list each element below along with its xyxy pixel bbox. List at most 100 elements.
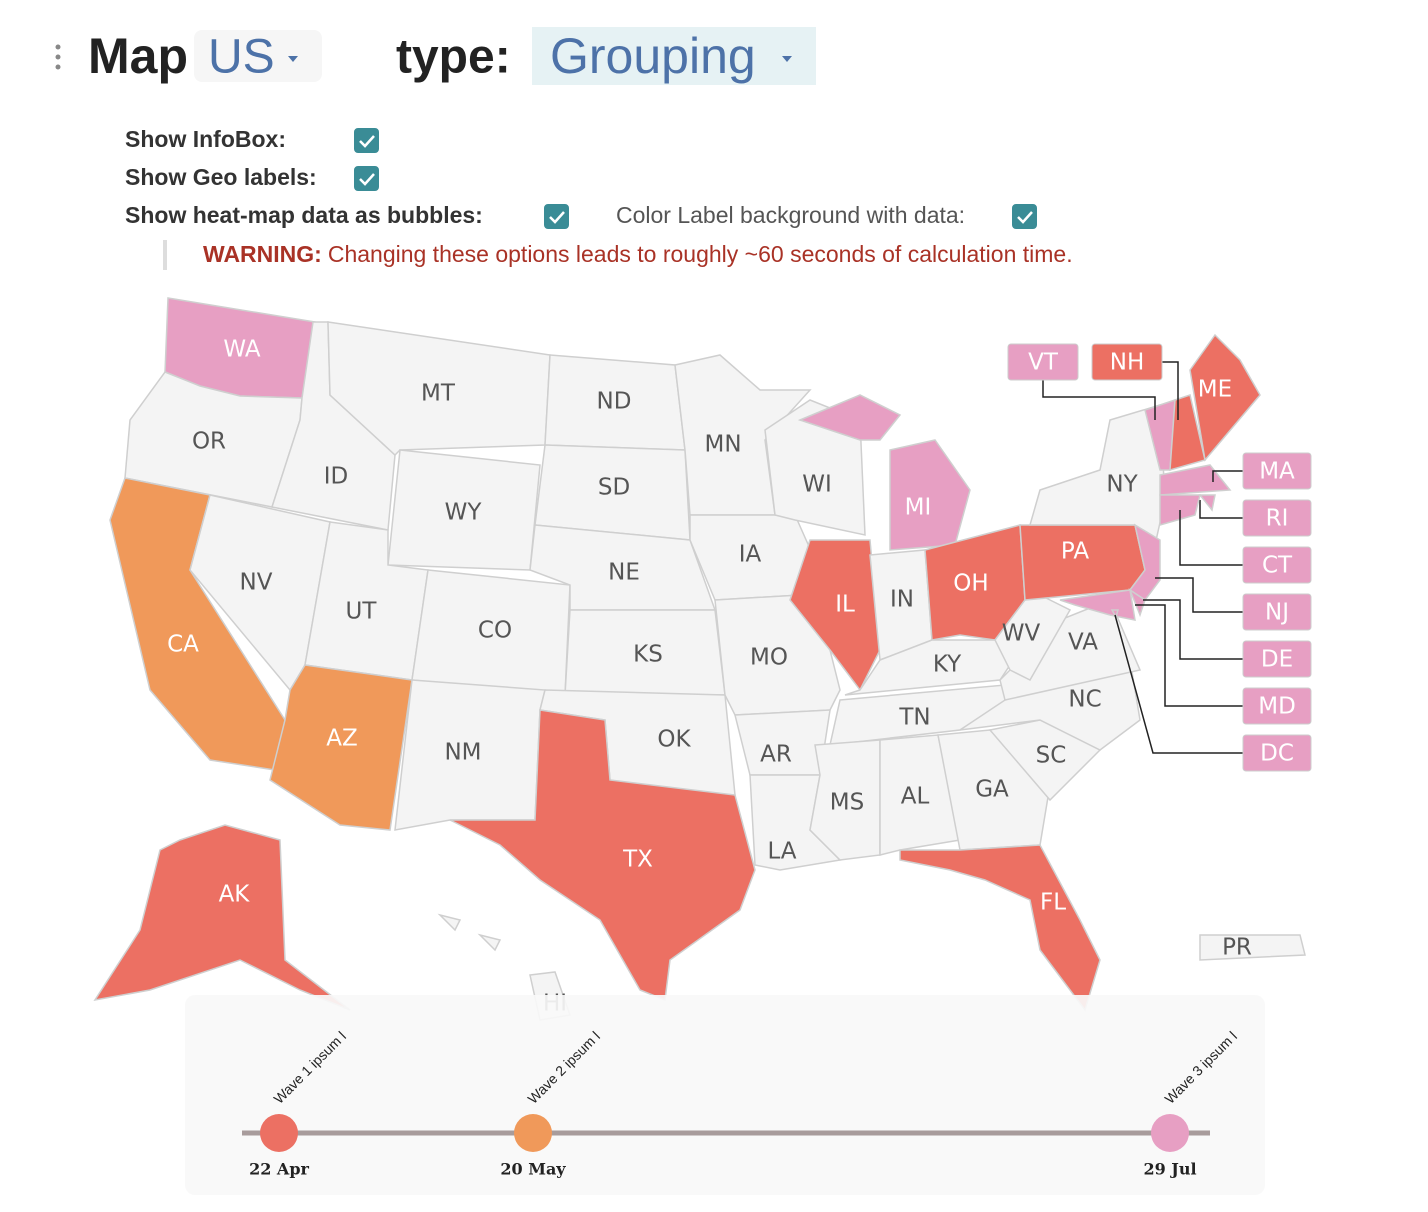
checkbox[interactable] xyxy=(354,128,379,153)
option-label: Show heat-map data as bubbles: xyxy=(125,202,483,228)
caret xyxy=(782,56,792,62)
leader-line xyxy=(1199,500,1243,519)
state-label: IN xyxy=(890,587,914,613)
callout-box[interactable] xyxy=(1242,499,1312,537)
state[interactable] xyxy=(1110,609,1119,619)
checkmark xyxy=(359,173,375,186)
state-label: ID xyxy=(324,464,349,490)
state[interactable] xyxy=(899,844,1101,1012)
wave-date: 29 Jul xyxy=(1143,1160,1196,1179)
state-label: MD xyxy=(1258,694,1296,720)
state[interactable] xyxy=(1029,404,1166,547)
state-label: WI xyxy=(802,472,832,498)
state-label: NE xyxy=(608,560,640,586)
state-label: WV xyxy=(1002,621,1041,647)
state-label: NM xyxy=(444,740,481,766)
state[interactable] xyxy=(93,824,351,1011)
state-label: PA xyxy=(1061,539,1089,565)
state-label: MO xyxy=(750,645,788,671)
callout-box[interactable] xyxy=(1242,734,1312,772)
region-value[interactable]: US xyxy=(208,31,275,84)
callout-box[interactable] xyxy=(1242,546,1312,584)
state-label: OR xyxy=(192,429,226,455)
option-label: Color Label background with data: xyxy=(616,202,965,228)
state-label: NH xyxy=(1110,350,1145,376)
warning-bar xyxy=(163,240,167,270)
state-label: VA xyxy=(1068,630,1098,656)
toolbar-title: Map xyxy=(88,28,188,84)
state-label: RI xyxy=(1266,506,1289,532)
wave-marker[interactable] xyxy=(260,1114,298,1152)
checkbox[interactable] xyxy=(354,166,379,191)
checkbox[interactable] xyxy=(544,204,569,229)
option-label: Show Geo labels: xyxy=(125,164,317,190)
state-label: CA xyxy=(167,632,199,658)
state-label: WA xyxy=(223,337,260,363)
state-label: ME xyxy=(1198,377,1232,403)
state-label: DE xyxy=(1261,647,1293,673)
state-label: IA xyxy=(739,542,762,568)
leader-line xyxy=(1135,604,1243,707)
checkmark xyxy=(1017,211,1033,224)
state-label: OK xyxy=(657,727,691,753)
leader-line xyxy=(1042,380,1156,420)
caret xyxy=(288,56,298,62)
state-label: VT xyxy=(1028,350,1059,376)
state-label: SC xyxy=(1036,743,1067,769)
wave-date: 22 Apr xyxy=(249,1160,309,1179)
checkbox[interactable] xyxy=(1012,204,1037,229)
leader-line xyxy=(1143,599,1243,660)
state[interactable] xyxy=(269,664,413,831)
state-label: WY xyxy=(445,500,483,526)
state-label: SD xyxy=(598,475,630,501)
state-label: IL xyxy=(835,592,855,618)
state-label: NJ xyxy=(1265,600,1289,626)
type-value[interactable]: Grouping xyxy=(550,28,756,84)
state-label: MT xyxy=(421,381,456,407)
state-label: AR xyxy=(760,742,792,768)
state-label: KS xyxy=(633,642,663,668)
option-checkbox[interactable] xyxy=(354,166,379,191)
callout-box[interactable] xyxy=(1242,452,1312,490)
wave-date: 20 May xyxy=(500,1160,566,1179)
leader-line xyxy=(1114,614,1243,754)
callout-box[interactable] xyxy=(1091,343,1163,381)
wave-marker[interactable] xyxy=(514,1114,552,1152)
state-label: MS xyxy=(830,790,864,816)
state[interactable] xyxy=(1199,934,1306,961)
warning: WARNING: Changing these options leads to … xyxy=(203,241,1073,267)
state-label: CT xyxy=(1262,553,1293,579)
state[interactable] xyxy=(674,354,812,516)
state[interactable] xyxy=(1189,333,1261,462)
state-label: NC xyxy=(1068,687,1101,713)
option-checkbox[interactable] xyxy=(354,128,379,153)
callout-box[interactable] xyxy=(1242,593,1312,631)
state-label: UT xyxy=(346,599,378,625)
leader-line xyxy=(1162,361,1179,420)
type-select[interactable] xyxy=(532,27,816,85)
state-label: PR xyxy=(1222,935,1252,961)
state-label: MA xyxy=(1259,459,1295,485)
checkmark xyxy=(359,135,375,148)
option-checkbox[interactable] xyxy=(544,204,569,229)
map: WA OR CA NV ID MT WY UT AZ CO NM ND SD NE KS OK TX MN IA MO… xyxy=(93,297,1312,1021)
option-checkbox[interactable] xyxy=(1012,204,1037,229)
wave-marker[interactable] xyxy=(1151,1114,1189,1152)
callout-box[interactable] xyxy=(1242,687,1312,725)
callout-box[interactable] xyxy=(1242,640,1312,678)
state-label: MI xyxy=(905,495,932,521)
state[interactable] xyxy=(1198,494,1216,512)
state[interactable] xyxy=(797,394,971,551)
state[interactable] xyxy=(1128,588,1146,618)
state-label: OH xyxy=(953,571,988,597)
menu-icon[interactable] xyxy=(55,44,61,70)
state-label: LA xyxy=(767,839,796,865)
leader-line xyxy=(1179,510,1243,566)
region-select[interactable] xyxy=(194,30,322,82)
state-label: DC xyxy=(1260,741,1294,767)
callout-box[interactable] xyxy=(1007,343,1079,381)
warning-label: WARNING: xyxy=(203,241,322,267)
state[interactable] xyxy=(879,734,961,856)
warning-text: Changing these options leads to roughly … xyxy=(328,241,1073,267)
